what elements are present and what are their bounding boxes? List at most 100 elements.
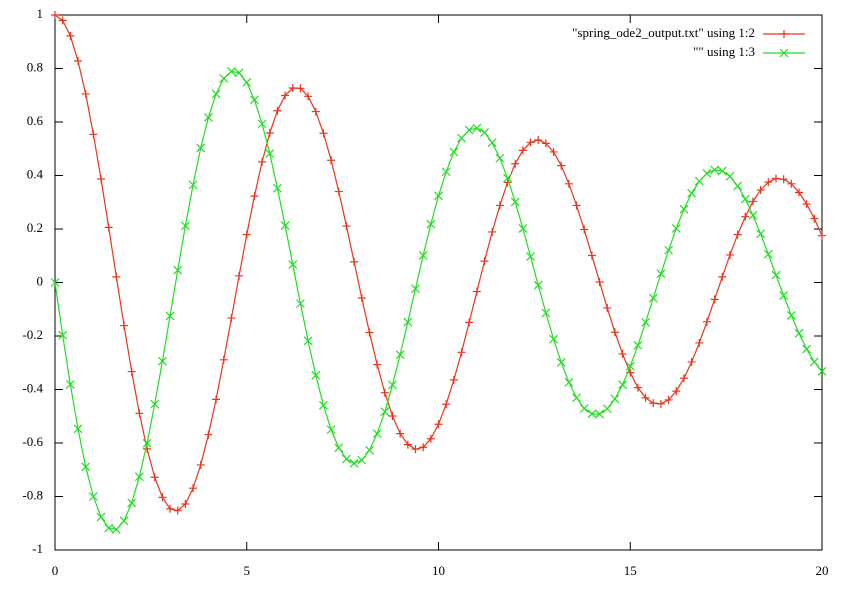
point-marker <box>326 425 336 435</box>
point-marker <box>166 504 175 513</box>
point-marker <box>641 393 650 402</box>
point-marker <box>58 330 68 340</box>
point-marker <box>457 133 466 143</box>
x-tick-label: 15 <box>624 563 637 578</box>
point-marker <box>480 257 489 266</box>
point-marker <box>664 245 674 255</box>
point-marker <box>610 328 619 337</box>
point-marker <box>74 57 83 66</box>
point-marker <box>127 367 136 376</box>
point-marker <box>388 380 397 390</box>
point-marker <box>234 68 244 78</box>
y-tick-label: -0.2 <box>22 327 43 342</box>
point-marker <box>748 210 758 220</box>
plot-border <box>54 14 823 551</box>
point-marker <box>249 95 259 105</box>
y-tick-label: -1 <box>32 541 43 556</box>
point-marker <box>817 366 827 376</box>
point-marker <box>66 31 75 40</box>
point-marker <box>96 512 106 522</box>
point-marker <box>557 161 566 170</box>
point-marker <box>265 149 275 158</box>
point-marker <box>556 358 566 367</box>
point-marker <box>472 123 482 133</box>
point-marker <box>158 493 167 502</box>
point-marker <box>718 272 727 281</box>
point-marker <box>572 393 581 403</box>
legend-label: "" using 1:3 <box>693 44 755 59</box>
point-marker <box>564 377 574 387</box>
point-marker <box>142 438 152 448</box>
point-marker <box>403 440 412 449</box>
point-marker <box>541 308 551 318</box>
point-marker <box>227 314 236 323</box>
legend-marker <box>779 48 789 58</box>
point-marker <box>818 231 826 240</box>
point-marker <box>134 472 144 482</box>
point-marker <box>725 250 734 259</box>
point-marker <box>50 278 60 287</box>
point-marker <box>480 128 489 137</box>
point-marker <box>449 147 459 157</box>
point-marker <box>510 197 520 207</box>
point-marker <box>426 219 436 229</box>
point-marker <box>787 179 796 188</box>
point-marker <box>173 265 183 275</box>
point-marker <box>203 113 213 122</box>
point-marker <box>196 460 205 469</box>
point-marker <box>694 176 704 186</box>
point-marker <box>641 317 651 327</box>
point-marker <box>219 355 228 364</box>
point-marker <box>472 287 481 296</box>
point-marker <box>342 222 351 231</box>
point-marker <box>120 321 129 330</box>
point-marker <box>150 473 159 482</box>
point-marker <box>764 178 773 187</box>
point-marker <box>656 269 666 279</box>
point-marker <box>579 404 589 413</box>
point-marker <box>273 106 282 115</box>
point-marker <box>464 125 474 135</box>
point-marker <box>334 443 344 453</box>
point-marker <box>258 157 267 166</box>
point-marker <box>671 224 681 233</box>
y-tick-label: 1 <box>37 6 44 21</box>
point-marker <box>495 201 504 210</box>
y-tick-label: -0.4 <box>22 380 43 395</box>
y-tick-label: 0.4 <box>27 166 44 181</box>
point-marker <box>710 165 720 175</box>
point-marker <box>748 197 757 206</box>
y-tick-label: 0.2 <box>27 220 43 235</box>
point-marker <box>81 89 90 98</box>
point-marker <box>441 167 451 177</box>
point-marker <box>350 257 359 266</box>
point-marker <box>250 192 259 201</box>
point-marker <box>725 171 735 181</box>
point-marker <box>618 380 628 390</box>
point-marker <box>88 492 98 501</box>
point-marker <box>189 484 198 493</box>
x-tick-label: 0 <box>52 563 59 578</box>
point-marker <box>319 129 328 138</box>
point-marker <box>695 338 704 347</box>
point-marker <box>373 360 382 369</box>
point-marker <box>127 498 137 508</box>
point-marker <box>242 230 251 239</box>
point-marker <box>395 350 405 360</box>
point-marker <box>564 179 573 188</box>
point-marker <box>549 334 558 344</box>
y-tick-label: 0 <box>37 273 44 288</box>
point-marker <box>771 270 781 280</box>
point-marker <box>180 221 190 231</box>
point-marker <box>104 523 114 533</box>
point-marker <box>327 156 336 165</box>
point-marker <box>679 204 689 214</box>
point-marker <box>794 188 803 197</box>
point-marker <box>457 348 466 357</box>
series-line <box>54 14 823 512</box>
point-marker <box>58 16 67 25</box>
point-marker <box>487 138 497 148</box>
point-marker <box>756 185 765 194</box>
point-marker <box>235 271 244 280</box>
x-tick-label: 10 <box>432 563 445 578</box>
